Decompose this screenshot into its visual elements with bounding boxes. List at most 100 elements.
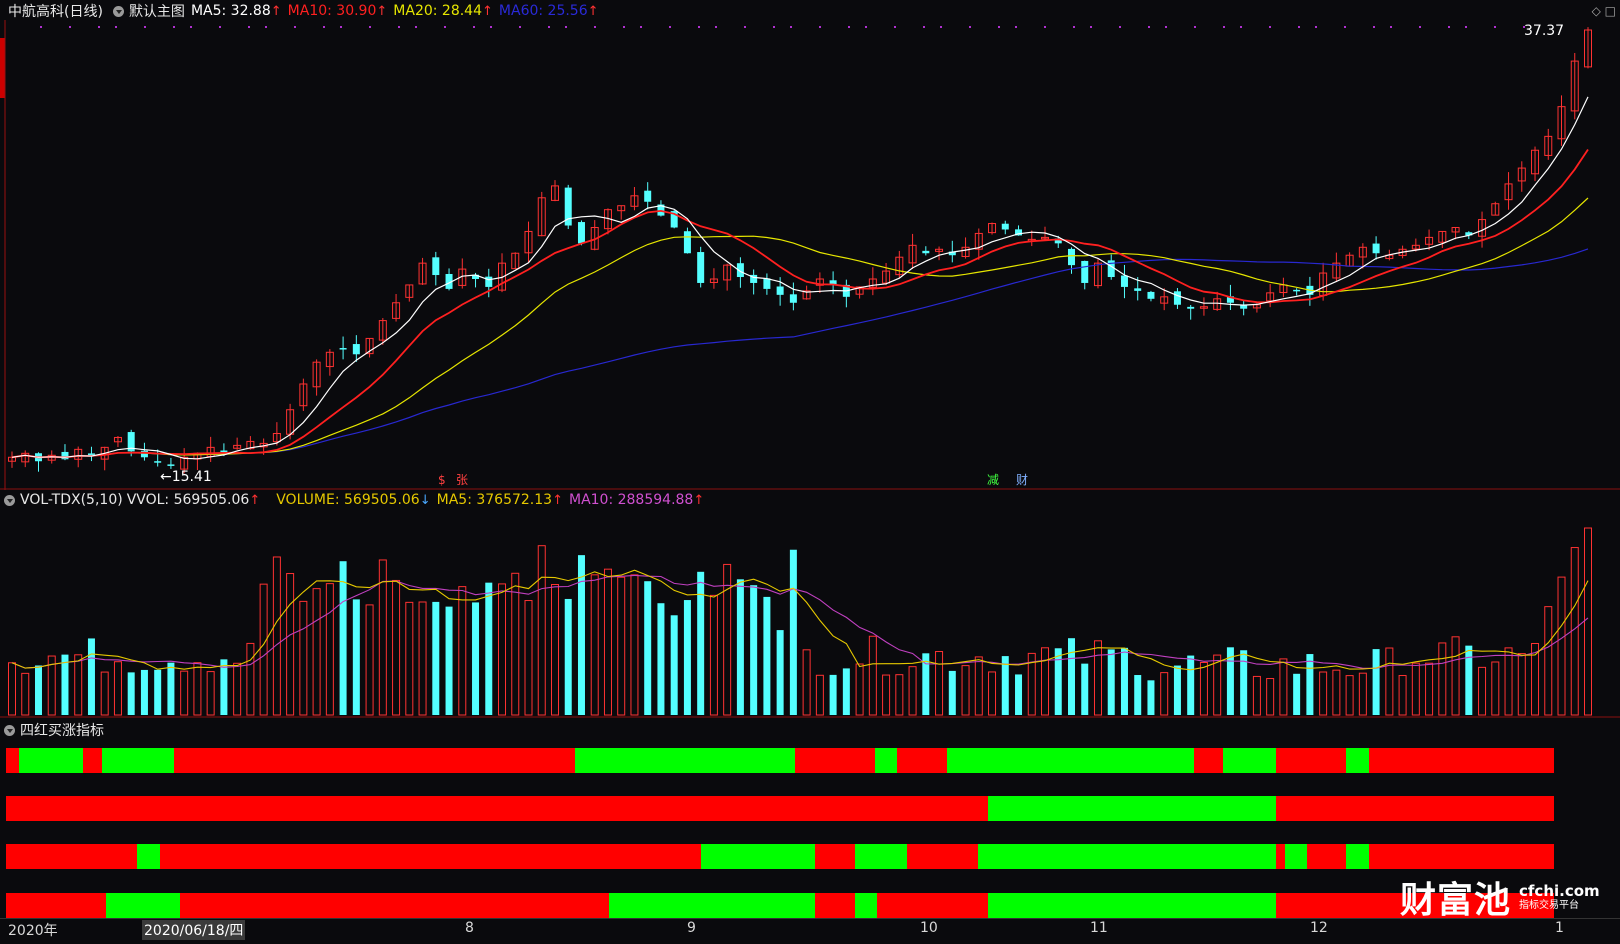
volume-bar <box>1425 662 1434 716</box>
x-month-label: 10 <box>920 920 938 936</box>
volume-bar <box>750 585 758 715</box>
indicator-band-segment <box>1276 796 1554 821</box>
candle-body <box>1187 306 1195 309</box>
volume-bar <box>1478 666 1487 716</box>
logo-url: cfchi.com <box>1519 881 1600 900</box>
event-dot <box>248 26 250 28</box>
volume-label: VOLUME: 569505.06↓ <box>276 492 431 508</box>
indicator-panel-header: 四红买涨指标 <box>0 719 110 741</box>
event-marker: $ <box>438 473 446 487</box>
indicator-band-segment <box>877 893 988 918</box>
indicator-band-segment <box>988 796 1276 821</box>
candle-body <box>1293 289 1301 292</box>
ma60-line <box>11 248 1589 458</box>
event-dot <box>773 26 775 28</box>
indicator-band-segment <box>1369 844 1554 869</box>
candle-body <box>1001 223 1009 230</box>
volume-bar <box>1147 680 1155 715</box>
side-marker <box>0 38 5 98</box>
candle-body <box>458 268 467 286</box>
event-dot <box>40 26 42 28</box>
event-dot <box>923 26 925 28</box>
indicator-band-segment <box>855 893 877 918</box>
candle-body <box>537 197 546 237</box>
volume-bar <box>630 574 639 716</box>
dropdown-icon[interactable] <box>4 724 15 736</box>
volume-bar <box>908 666 917 716</box>
indicator-band-segment <box>106 893 180 918</box>
volume-bar <box>1226 647 1234 715</box>
volume-bar <box>458 586 467 716</box>
volume-bar <box>472 602 480 715</box>
x-month-label: 12 <box>1310 920 1328 936</box>
candle-body <box>1465 232 1473 236</box>
candle-body <box>617 205 626 212</box>
window-controls[interactable]: ◇ □ <box>1591 4 1616 18</box>
candle-body <box>630 195 639 207</box>
event-dot <box>1090 26 1092 28</box>
event-dot <box>1448 26 1450 28</box>
candle-body <box>339 348 347 350</box>
volume-bar <box>988 671 997 716</box>
volume-bar <box>485 582 493 715</box>
candle-body <box>140 450 148 458</box>
event-dot <box>1390 26 1392 28</box>
volume-bar <box>603 568 612 716</box>
candle-body <box>974 232 983 250</box>
event-dot <box>640 26 642 28</box>
candle-body <box>763 278 771 289</box>
volume-bar <box>1438 642 1447 716</box>
volume-bar <box>498 583 507 716</box>
candle-body <box>1531 149 1540 175</box>
event-dot <box>744 26 746 28</box>
dropdown-icon[interactable] <box>112 5 124 17</box>
event-dot <box>1044 26 1046 28</box>
template-name[interactable]: 默认主图 <box>128 4 185 20</box>
candle-body <box>167 464 175 466</box>
price-chart[interactable]: 37.37 ←15.41 $ 张 减 财 <box>0 20 1620 490</box>
volume-bar <box>8 662 16 716</box>
indicator-band-segment <box>1369 748 1554 773</box>
event-dot <box>698 26 700 28</box>
indicator-band-segment <box>855 844 907 869</box>
vol-ma5-line <box>11 569 1589 671</box>
candle-body <box>1226 296 1234 303</box>
indicator-name[interactable]: 四红买涨指标 <box>20 723 104 739</box>
indicator-bands[interactable] <box>0 740 1620 920</box>
candle-body <box>1332 262 1341 279</box>
volume-chart[interactable] <box>0 508 1620 718</box>
logo-tagline: 指标交易平台 <box>1519 899 1580 911</box>
volume-bar <box>1173 665 1181 715</box>
volume-bar <box>378 559 387 716</box>
volume-bar <box>1491 661 1500 716</box>
indicator-band-segment <box>875 748 897 773</box>
x-month-label: 1 <box>1555 920 1564 936</box>
volume-bar <box>1465 645 1473 715</box>
dropdown-icon[interactable] <box>4 494 15 506</box>
indicator-band-segment <box>83 748 102 773</box>
cfchi-logo: 财富池 cfchi.com 指标交易平台 <box>1400 874 1600 921</box>
volume-bar <box>1134 675 1142 715</box>
candle-body <box>365 337 374 355</box>
volume-bar <box>365 604 374 716</box>
volume-bar <box>1332 669 1341 716</box>
indicator-band-segment <box>978 844 1276 869</box>
vol-ma10-line <box>11 574 1589 669</box>
event-dot <box>1119 26 1121 28</box>
volume-bar <box>87 638 95 715</box>
candle-body <box>312 361 321 388</box>
volume-bar <box>154 669 162 715</box>
volume-bar <box>935 651 944 716</box>
volume-bar <box>1544 606 1553 716</box>
vol-indicator-name[interactable]: VOL-TDX(5,10) <box>20 492 123 508</box>
volume-bar <box>1240 650 1248 715</box>
stock-title[interactable]: 中航高科(日线) <box>8 4 103 20</box>
event-dot <box>69 26 71 28</box>
candle-body <box>697 252 705 283</box>
candle-body <box>180 456 189 470</box>
event-dot <box>669 26 671 28</box>
volume-bar <box>1345 675 1354 716</box>
candle-body <box>1067 248 1075 266</box>
event-dot <box>1269 26 1271 28</box>
candle-body <box>485 276 493 287</box>
